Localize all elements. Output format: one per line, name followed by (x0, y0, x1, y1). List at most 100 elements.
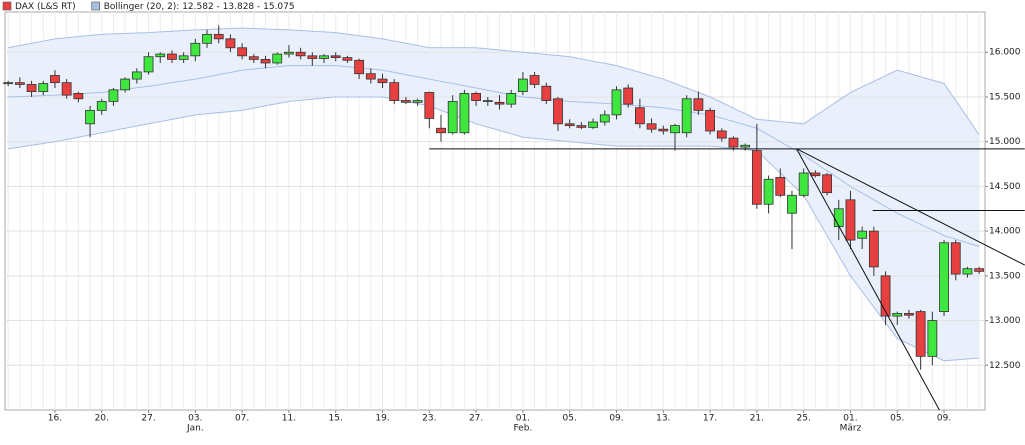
bollinger-lower (8, 96, 980, 362)
y-tick-label: 15.000 (989, 137, 1021, 147)
candle-body (553, 98, 563, 125)
candle-body (26, 84, 37, 93)
x-tick-label: 19. (375, 414, 389, 424)
candle-body (61, 82, 72, 96)
candle-body (459, 92, 470, 134)
candle-body (974, 268, 985, 272)
legend-label: Bollinger (20, 2): 12.582 - 13.828 - 15.… (104, 2, 295, 12)
candle-body (646, 123, 657, 130)
candle-body (389, 82, 400, 101)
y-tick-label: 13.500 (989, 271, 1021, 281)
x-tick-label: 17. (703, 414, 717, 424)
candle-body (845, 199, 856, 241)
candle-body (716, 130, 727, 139)
candle-body (167, 53, 177, 60)
candle-body (611, 89, 622, 116)
candle-body (447, 101, 458, 134)
candle-body (681, 98, 692, 134)
candle-body (73, 92, 84, 100)
legend-swatch (91, 1, 100, 11)
bollinger-upper (8, 27, 980, 136)
x-tick-label: 25. (797, 414, 811, 424)
candle-body (868, 230, 879, 268)
y-tick-label: 12.500 (989, 361, 1021, 371)
month-label: März (840, 424, 862, 434)
candle-body (904, 313, 914, 316)
candle-body (38, 83, 49, 92)
candle-body (857, 230, 868, 239)
candle-body (436, 127, 446, 134)
candle-body (775, 177, 786, 196)
candle-body (319, 55, 329, 59)
x-tick-label: 01. (843, 414, 857, 424)
candle-body (634, 107, 645, 125)
x-tick-label: 09. (609, 414, 623, 424)
x-tick-label: 03. (188, 414, 202, 424)
y-tick-label: 13.000 (989, 316, 1021, 326)
candle-body (494, 101, 505, 105)
x-tick-label: 27. (141, 414, 155, 424)
candle-body (155, 53, 166, 58)
candle-body (330, 55, 341, 59)
month-label: Jan. (186, 424, 204, 434)
candle-body (377, 78, 388, 84)
y-tick-label: 14.500 (989, 182, 1021, 192)
candle-body (763, 178, 774, 205)
candle-body (213, 33, 224, 40)
x-tick-label: 05. (563, 414, 577, 424)
candle-body (272, 53, 283, 64)
candle-body (751, 150, 762, 205)
candle-body (237, 47, 248, 57)
candle-body (14, 82, 25, 85)
x-tick-label: 27. (469, 414, 483, 424)
y-tick-label: 14.000 (989, 227, 1021, 237)
candle-body (307, 55, 318, 59)
candle-body (950, 242, 961, 275)
candle-body (96, 101, 107, 111)
candle-body (658, 128, 669, 132)
candle-body (354, 59, 365, 75)
candle-body (599, 114, 610, 123)
candle-body (225, 38, 236, 49)
candle-body (248, 56, 259, 60)
trendline (796, 148, 1025, 266)
candle-body (670, 125, 680, 134)
x-tick-label: 01. (516, 414, 530, 424)
x-tick-label: 21. (750, 414, 764, 424)
candle-body (693, 98, 704, 111)
candle-body (588, 121, 598, 128)
x-tick-label: 16. (48, 414, 62, 424)
legend-swatch (2, 1, 12, 11)
candle-body (284, 51, 294, 55)
candle-body (564, 123, 575, 126)
candle-body (131, 71, 142, 80)
candle-body (833, 208, 844, 228)
x-tick-label: 20. (95, 414, 109, 424)
y-tick-label: 16.000 (989, 48, 1021, 58)
candle-body (143, 56, 154, 73)
x-tick-label: 15. (329, 414, 343, 424)
candle-body (178, 55, 189, 60)
x-tick-label: 09. (937, 414, 951, 424)
candle-body (365, 73, 376, 80)
candle-body (576, 125, 587, 128)
candle-body (190, 42, 201, 57)
bollinger-middle (8, 65, 980, 247)
candle-body (202, 33, 212, 44)
month-label: Feb. (514, 424, 533, 434)
candle-body (506, 92, 517, 105)
candle-body (108, 89, 119, 102)
x-tick-label: 05. (890, 414, 904, 424)
candle-body (939, 242, 949, 313)
x-tick-label: 11. (282, 414, 296, 424)
candle-body (424, 92, 435, 119)
candle-body (50, 75, 60, 84)
candle-body (518, 78, 528, 92)
candle-body (529, 75, 540, 85)
trendline (796, 148, 940, 411)
x-tick-label: 07. (235, 414, 249, 424)
candle-body (412, 100, 423, 103)
candle-body (471, 92, 482, 101)
x-tick-label: 13. (656, 414, 670, 424)
